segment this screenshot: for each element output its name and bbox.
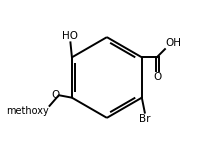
Text: O: O [51,90,59,100]
Text: O: O [153,72,162,82]
Text: Br: Br [139,114,151,124]
Text: OH: OH [166,38,182,48]
Text: methoxy: methoxy [6,106,49,117]
Text: HO: HO [62,31,78,41]
